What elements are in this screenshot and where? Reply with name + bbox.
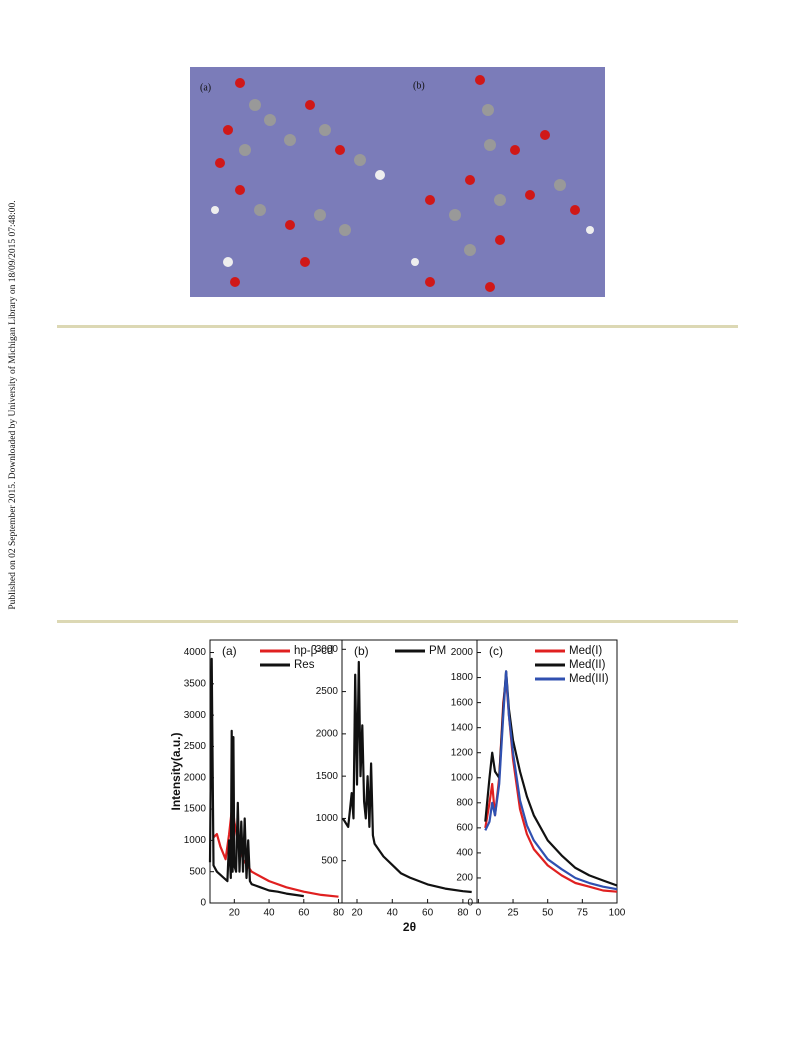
y-tick-label: 1600: [451, 697, 474, 708]
data-line: [341, 660, 472, 894]
panel-label: (b): [354, 644, 369, 658]
data-line: [484, 676, 618, 893]
y-tick-label: 1000: [316, 813, 339, 824]
legend-label: Med(III): [569, 673, 609, 685]
y-tick-label: 2000: [316, 729, 339, 740]
y-tick-label: 0: [200, 898, 206, 909]
x-tick-label: 40: [387, 908, 399, 919]
legend-label: hp-β-cd: [294, 645, 333, 657]
molecule-atoms: [211, 75, 594, 292]
x-tick-label: 20: [229, 908, 241, 919]
plot-frame: [476, 639, 618, 904]
x-tick-label: 50: [542, 908, 554, 919]
rule: [57, 325, 738, 328]
x-axis-label: 2θ: [403, 920, 416, 934]
x-tick-label: 80: [457, 908, 469, 919]
y-tick-label: 400: [456, 848, 473, 859]
y-tick-label: 500: [321, 855, 338, 866]
molecule-label: (b): [413, 80, 425, 91]
y-tick-label: 3000: [184, 710, 207, 721]
molecule-label: (a): [200, 82, 211, 93]
legend-label: PM: [429, 645, 446, 657]
x-tick-label: 25: [507, 908, 519, 919]
y-tick-label: 3500: [184, 678, 207, 689]
y-tick-label: 2500: [316, 686, 339, 697]
x-tick-label: 40: [263, 908, 275, 919]
data-line: [208, 657, 304, 898]
y-tick-label: 800: [456, 797, 473, 808]
sidebar: Published on 02 September 2015. Download…: [7, 200, 18, 609]
y-tick-label: 2500: [184, 741, 207, 752]
x-tick-label: 20: [351, 908, 363, 919]
y-tick-label: 3000: [316, 644, 339, 655]
y-tick-label: 1200: [451, 747, 474, 758]
y-tick-label: 0: [467, 898, 473, 909]
data-line: [484, 670, 618, 887]
x-tick-label: 60: [298, 908, 310, 919]
x-tick-label: 60: [422, 908, 434, 919]
y-axis-label: Intensity(a.u.): [169, 732, 183, 810]
y-tick-label: 1000: [451, 772, 474, 783]
y-tick-label: 1400: [451, 722, 474, 733]
x-tick-label: 75: [577, 908, 589, 919]
legend-label: Med(II): [569, 659, 606, 671]
data-line: [484, 670, 618, 891]
x-tick-label: 100: [609, 908, 626, 919]
panel-label: (a): [222, 644, 237, 658]
x-tick-label: 0: [476, 908, 482, 919]
y-tick-label: 200: [456, 873, 473, 884]
y-tick-label: 2000: [451, 647, 474, 658]
y-tick-label: 500: [189, 866, 206, 877]
legend-label: Res: [294, 659, 315, 671]
y-tick-label: 1500: [184, 804, 207, 815]
x-tick-label: 80: [333, 908, 345, 919]
y-tick-label: 1000: [184, 835, 207, 846]
legend-label: Med(I): [569, 645, 602, 657]
y-tick-label: 2000: [184, 772, 207, 783]
y-tick-label: 1500: [316, 771, 339, 782]
y-tick-label: 600: [456, 822, 473, 833]
panel-label: (c): [489, 644, 503, 658]
y-tick-label: 4000: [184, 647, 207, 658]
y-tick-label: 1800: [451, 672, 474, 683]
rule: [57, 620, 738, 623]
